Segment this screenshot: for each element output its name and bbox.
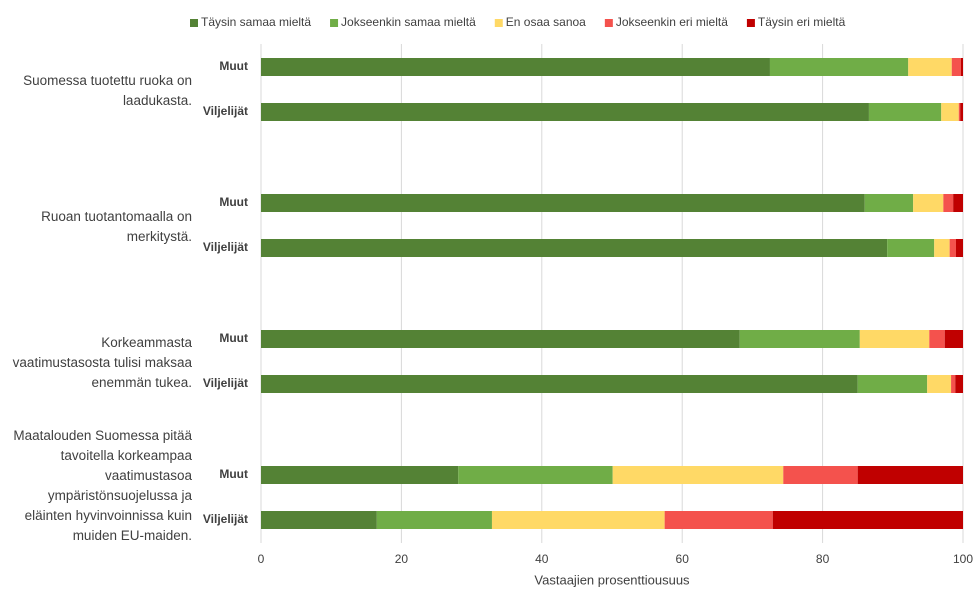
category-label: Viljelijät [203, 512, 248, 526]
legend-swatch [604, 19, 613, 27]
bar-segment [491, 511, 665, 529]
bar-segment [261, 330, 740, 348]
bar-segment [612, 466, 784, 484]
bar-segment [944, 330, 963, 348]
bar-segment [951, 375, 956, 393]
category-label: Viljelijät [203, 376, 248, 390]
bar-segment [261, 103, 869, 121]
bar-segment [960, 103, 963, 121]
legend-label: Täysin samaa mieltä [201, 15, 311, 29]
bar-segment [955, 375, 963, 393]
group-label: Suomessa tuotettu ruoka on laadukasta. [23, 73, 192, 108]
bar-segment [951, 58, 961, 76]
bar-segment [913, 194, 944, 212]
legend-swatch [330, 19, 339, 27]
bar-segment [864, 194, 914, 212]
x-tick-label: 20 [395, 552, 409, 566]
x-tick-label: 100 [953, 552, 973, 566]
bar-segment [458, 466, 613, 484]
bar-segment [739, 330, 860, 348]
bar-segment [261, 194, 865, 212]
bar-segment [772, 511, 963, 529]
category-label: Viljelijät [203, 240, 248, 254]
legend-label: En osaa sanoa [506, 15, 586, 29]
category-label: Muut [219, 195, 248, 209]
category-label: Muut [219, 59, 248, 73]
bar-segment [261, 511, 377, 529]
bar-segment [261, 58, 770, 76]
x-tick-label: 60 [676, 552, 690, 566]
bar-segment [955, 239, 963, 257]
bar-segment [929, 330, 945, 348]
x-axis-title: Vastaajien prosenttiousuus [534, 572, 690, 587]
legend-swatch [190, 19, 198, 27]
legend-label: Jokseenkin samaa mieltä [341, 15, 476, 29]
bar-segment [949, 239, 956, 257]
bar-segment [941, 103, 959, 121]
category-label: Muut [219, 331, 248, 345]
group-label: Maatalouden Suomessa pitää tavoitella ko… [13, 428, 192, 543]
bar-segment [664, 511, 773, 529]
x-tick-label: 80 [816, 552, 830, 566]
group-label: Korkeammasta vaatimustasosta tulisi maks… [12, 335, 192, 390]
bar-segment [769, 58, 909, 76]
bar-segment [857, 375, 928, 393]
bar-segment [261, 466, 459, 484]
category-label: Muut [219, 467, 248, 481]
bar-segment [376, 511, 492, 529]
bar-segment [908, 58, 952, 76]
bar-segment [859, 330, 930, 348]
x-tick-label: 40 [535, 552, 549, 566]
category-label: Viljelijät [203, 104, 248, 118]
legend-swatch [746, 19, 755, 27]
x-tick-label: 0 [258, 552, 265, 566]
bar-segment [261, 375, 858, 393]
bar-segment [960, 58, 963, 76]
bar-segment [887, 239, 935, 257]
bar-segment [857, 466, 963, 484]
group-label: Ruoan tuotantomaalla on merkitystä. [41, 209, 192, 244]
legend-label: Jokseenkin eri mieltä [616, 15, 728, 29]
bar-segment [943, 194, 954, 212]
bar-segment [927, 375, 952, 393]
bar-segment [261, 239, 888, 257]
bar-segment [958, 103, 961, 121]
bar-segment [783, 466, 858, 484]
bar-segment [934, 239, 950, 257]
legend-label: Täysin eri mieltä [758, 15, 846, 29]
legend-swatch [494, 19, 503, 27]
bar-segment [953, 194, 963, 212]
bar-segment [868, 103, 942, 121]
